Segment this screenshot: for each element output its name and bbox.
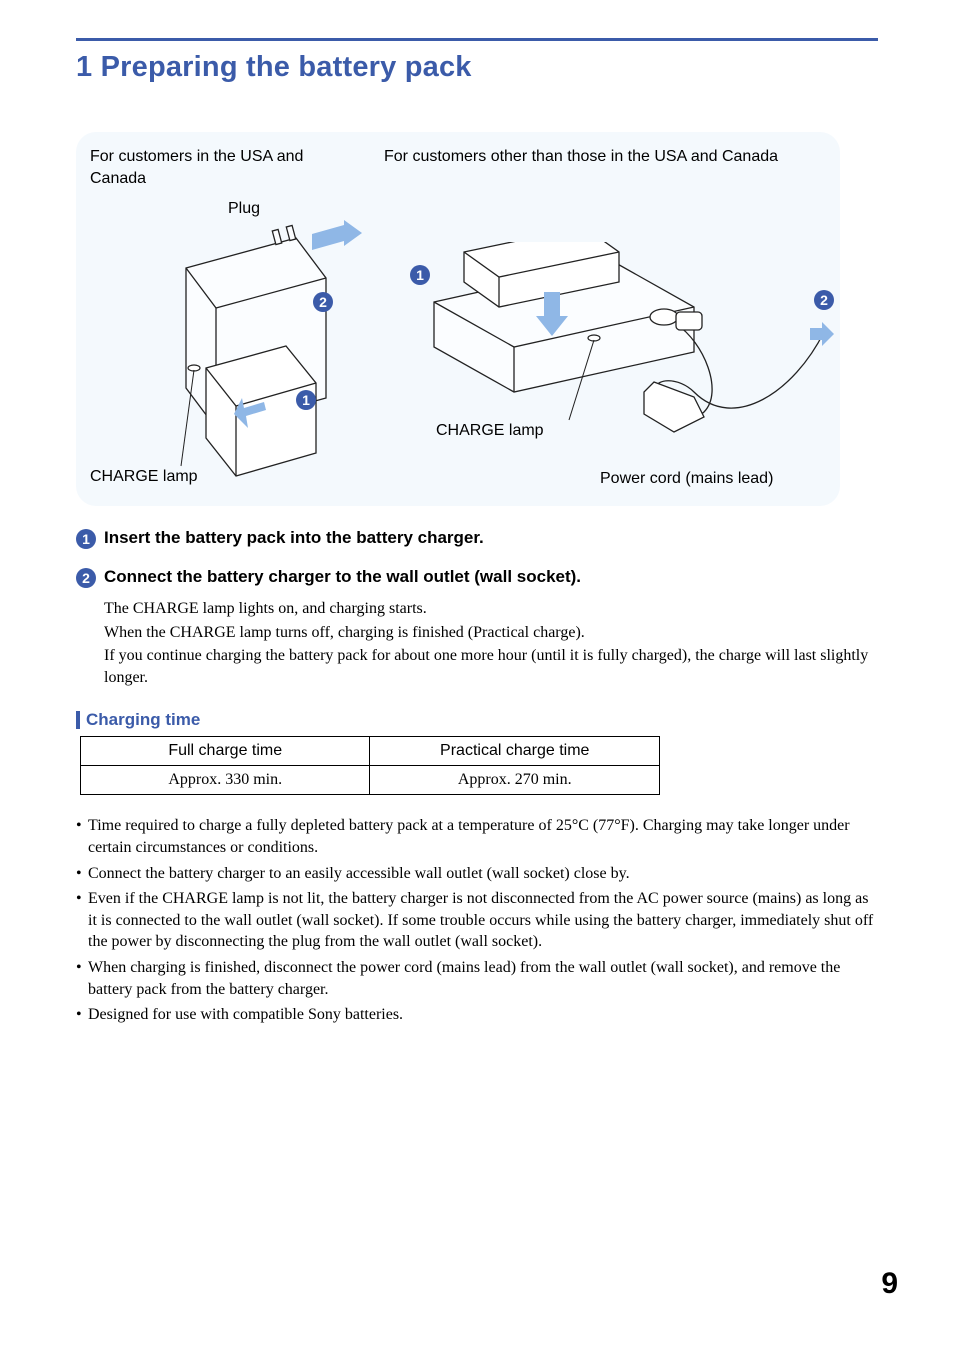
subhead-bar [76,711,80,729]
figure-caption-left: For customers in the USA and Canada [90,146,340,191]
list-item: Designed for use with compatible Sony ba… [76,1004,878,1026]
figure-label-power-cord: Power cord (mains lead) [600,470,773,488]
figure-box: For customers in the USA and Canada For … [76,132,840,506]
table-header-full: Full charge time [81,737,370,766]
list-item: Even if the CHARGE lamp is not lit, the … [76,888,878,953]
figure-badge-1-left: 1 [296,390,316,410]
figure-label-plug: Plug [228,200,260,218]
table-cell-full: Approx. 330 min. [81,766,370,795]
table-header-practical: Practical charge time [370,737,660,766]
step-body-line-1: The CHARGE lamp lights on, and charging … [104,598,878,620]
step-2-body: The CHARGE lamp lights on, and charging … [104,598,878,688]
charging-time-heading: Charging time [76,710,878,730]
notes-list: Time required to charge a fully depleted… [76,815,878,1025]
page-number: 9 [881,1267,898,1301]
step-2: 2 Connect the battery charger to the wal… [76,567,878,588]
list-item: Time required to charge a fully depleted… [76,815,878,858]
step-body-line-3: If you continue charging the battery pac… [104,645,878,688]
figure-label-charge-lamp-left: CHARGE lamp [90,468,198,486]
table-row: Approx. 330 min. Approx. 270 min. [81,766,660,795]
page-title: 1 Preparing the battery pack [76,51,878,84]
table-header-row: Full charge time Practical charge time [81,737,660,766]
charger-intl-illustration [394,242,834,492]
list-item: When charging is finished, disconnect th… [76,957,878,1000]
page: 1 Preparing the battery pack For custome… [0,0,954,1357]
figure-badge-1-right: 1 [410,265,430,285]
step-2-text: Connect the battery charger to the wall … [104,567,581,587]
charger-usa-illustration [116,218,376,498]
figure-badge-2-left: 2 [313,292,333,312]
table-cell-practical: Approx. 270 min. [370,766,660,795]
figure-label-charge-lamp-right: CHARGE lamp [436,422,544,440]
charging-time-table: Full charge time Practical charge time A… [80,736,660,795]
figure-badge-2-right: 2 [814,290,834,310]
step-1: 1 Insert the battery pack into the batte… [76,528,878,549]
step-1-badge: 1 [76,529,96,549]
step-2-badge: 2 [76,568,96,588]
figure-caption-right: For customers other than those in the US… [384,146,804,168]
subhead-text: Charging time [86,710,200,730]
step-body-line-2: When the CHARGE lamp turns off, charging… [104,622,878,644]
step-1-text: Insert the battery pack into the battery… [104,528,484,548]
heading-rule [76,38,878,41]
list-item: Connect the battery charger to an easily… [76,863,878,885]
